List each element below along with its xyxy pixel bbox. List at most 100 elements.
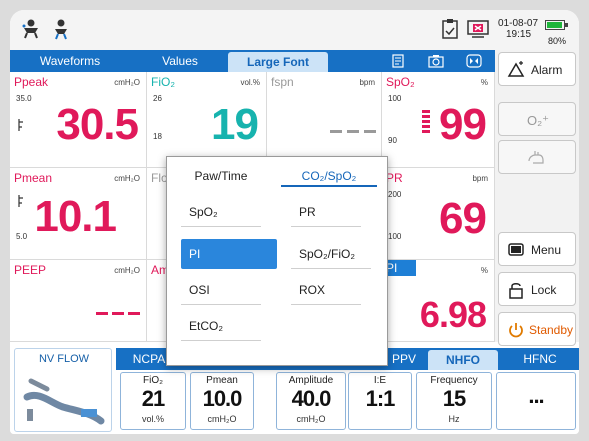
mode-ppv[interactable]: PPV xyxy=(391,352,416,366)
setting-amplitude-value: 40.0 xyxy=(291,386,332,411)
setting-frequency-unit: Hz xyxy=(448,414,460,424)
popup-tab-paw-time[interactable]: Paw/Time xyxy=(194,169,248,183)
network-disconnected-icon[interactable] xyxy=(466,18,490,40)
lock-icon xyxy=(509,283,523,299)
nvflow-card[interactable]: NV FLOW xyxy=(14,348,112,432)
param-pr-value: 69 xyxy=(439,194,487,243)
nasal-cannula-icon xyxy=(23,378,105,425)
mode-panel: NV FLOW NCPA PPV NHFO HFNC FiO₂ 21 vol.%… xyxy=(10,346,579,434)
hand-icon xyxy=(528,151,544,164)
tab-waveforms[interactable]: Waveforms xyxy=(39,54,101,68)
param-fspn-dash-2 xyxy=(347,130,359,133)
battery-icon xyxy=(545,20,568,30)
neonate-icon[interactable] xyxy=(20,18,42,40)
alarm-label: Alarm xyxy=(531,63,563,77)
popup-tab-co2-spo2[interactable]: CO₂/SpO₂ xyxy=(281,165,377,187)
setting-frequency[interactable]: Frequency 15 Hz xyxy=(416,372,492,430)
param-spo2-high-limit: 100 xyxy=(388,94,402,103)
more-settings-label: ... xyxy=(528,383,544,408)
setting-ie-value: 1:1 xyxy=(365,386,396,411)
tab-values[interactable]: Values xyxy=(162,54,198,68)
param-pmean-low-limit: 5.0 xyxy=(16,232,28,241)
param-fio2-high-limit: 26 xyxy=(153,94,162,103)
param-pr[interactable]: PR bpm 200 100 69 xyxy=(382,168,495,260)
popup-item-pr[interactable]: PR xyxy=(291,197,361,227)
tab-large-font[interactable]: Large Font xyxy=(228,52,328,72)
param-spo2-unit: % xyxy=(480,78,488,87)
clock: 01-08-07 19:15 xyxy=(498,18,538,40)
param-peep-unit: cmH₂O xyxy=(114,266,140,275)
freeze-icon[interactable] xyxy=(466,54,482,68)
alarm-button[interactable]: Alarm xyxy=(498,52,576,86)
popup-item-rox[interactable]: ROX xyxy=(291,275,361,305)
power-icon xyxy=(509,323,523,338)
clipboard-icon[interactable] xyxy=(441,18,459,40)
param-pr-low-limit: 100 xyxy=(388,232,402,241)
param-ppeak-high-limit: 35.0 xyxy=(16,94,32,103)
param-peep-dash-2 xyxy=(112,312,124,315)
setting-frequency-value: 15 xyxy=(442,386,466,411)
standby-label: Standby xyxy=(529,323,574,337)
menu-button[interactable]: Menu xyxy=(498,232,576,266)
report-icon[interactable] xyxy=(391,54,405,68)
param-ppeak-unit: cmH₂O xyxy=(114,78,140,87)
param-peep[interactable]: PEEP cmH₂O xyxy=(10,260,147,342)
param-peep-name: PEEP xyxy=(14,263,47,277)
setting-ie[interactable]: I:E 1:1 xyxy=(348,372,412,430)
lock-button[interactable]: Lock xyxy=(498,272,576,306)
pressure-trend-icon xyxy=(18,195,23,207)
popup-item-etco2[interactable]: EtCO₂ xyxy=(181,311,261,341)
param-pi[interactable]: PI % 6.98 xyxy=(382,260,495,342)
param-fio2-low-limit: 18 xyxy=(153,132,162,141)
param-pmean-name: Pmean xyxy=(14,171,53,185)
setting-pmean-name: Pmean xyxy=(206,375,238,386)
mode-hfnc[interactable]: HFNC xyxy=(523,352,557,366)
setting-fio2[interactable]: FiO₂ 21 vol.% xyxy=(120,372,186,430)
param-pmean-value: 10.1 xyxy=(34,192,117,241)
view-tab-bar: Waveforms Values Large Font xyxy=(10,50,495,72)
o2-boost-button[interactable]: O₂⁺ xyxy=(498,102,576,136)
setting-amplitude-name: Amplitude xyxy=(288,375,334,386)
setting-pmean-value: 10.0 xyxy=(202,386,243,411)
popup-item-spo2[interactable]: SpO₂ xyxy=(181,197,261,227)
parameter-select-popup: Paw/Time CO₂/SpO₂ SpO₂ PR PI SpO₂/FiO₂ O… xyxy=(166,156,388,366)
param-spo2-value: 99 xyxy=(439,100,487,149)
o2-boost-label: O₂⁺ xyxy=(527,113,550,128)
param-ppeak-name: Ppeak xyxy=(14,75,49,89)
setting-pmean-unit: cmH₂O xyxy=(207,414,237,424)
param-pi-name: PI xyxy=(382,260,416,276)
alarm-icon xyxy=(507,61,525,77)
setting-amplitude-unit: cmH₂O xyxy=(296,414,326,424)
param-pr-unit: bpm xyxy=(472,174,488,183)
infant-icon[interactable] xyxy=(50,18,72,40)
param-peep-dash-1 xyxy=(96,312,108,315)
param-spo2[interactable]: SpO₂ % 100 90 99 xyxy=(382,72,495,168)
perfusion-bar-graph xyxy=(422,110,430,135)
popup-item-pi[interactable]: PI xyxy=(181,239,277,269)
mode-nhfo[interactable]: NHFO xyxy=(428,350,498,370)
trigger-icon xyxy=(18,119,23,131)
param-fspn-name: fspn xyxy=(271,75,294,89)
param-ppeak-value: 30.5 xyxy=(56,100,139,149)
param-fio2-name: FiO₂ xyxy=(151,75,175,89)
param-pi-unit: % xyxy=(480,266,488,275)
setting-fio2-value: 21 xyxy=(141,386,165,411)
param-ppeak[interactable]: Ppeak cmH₂O 35.0 30.5 xyxy=(10,72,147,168)
param-pmean[interactable]: Pmean cmH₂O 5.0 10.1 xyxy=(10,168,147,260)
setting-pmean[interactable]: Pmean 10.0 cmH₂O xyxy=(190,372,254,430)
manual-breath-button[interactable] xyxy=(498,140,576,174)
more-settings-button[interactable]: ... xyxy=(496,372,576,430)
param-fspn-dash-3 xyxy=(364,130,376,133)
standby-button[interactable]: Standby xyxy=(498,312,576,346)
mode-ncpap[interactable]: NCPA xyxy=(132,352,166,366)
param-fspn[interactable]: fspn bpm xyxy=(267,72,382,168)
clock-date: 01-08-07 xyxy=(498,18,539,29)
camera-icon[interactable] xyxy=(428,54,444,68)
param-spo2-low-limit: 90 xyxy=(388,136,397,145)
param-fio2[interactable]: FiO₂ vol.% 26 18 19 xyxy=(147,72,267,168)
setting-amplitude[interactable]: Amplitude 40.0 cmH₂O xyxy=(276,372,346,430)
popup-item-spo2-fio2[interactable]: SpO₂/FiO₂ xyxy=(291,239,371,269)
popup-item-osi[interactable]: OSI xyxy=(181,275,261,305)
lock-label: Lock xyxy=(531,283,557,297)
